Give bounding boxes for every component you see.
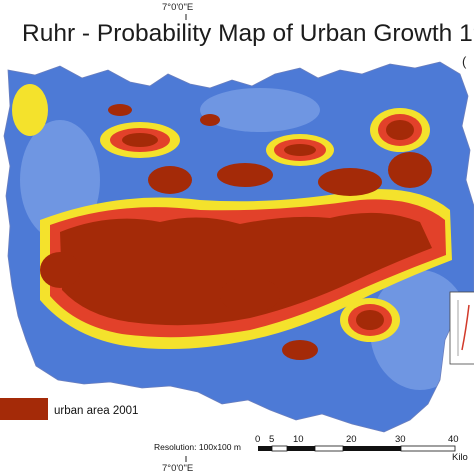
longitude-label-top: 7°0'0"E bbox=[162, 2, 194, 13]
scale-segment bbox=[271, 445, 288, 452]
urban-area-2001 bbox=[122, 133, 158, 147]
scale-tick: 10 bbox=[293, 434, 304, 445]
scale-tick: 20 bbox=[346, 434, 357, 445]
scale-segment bbox=[400, 445, 456, 452]
map-title: Ruhr - Probability Map of Urban Growth 1… bbox=[22, 20, 474, 47]
inset-chart-curve bbox=[461, 304, 470, 351]
longitude-label-bottom: 7°0'0"E bbox=[162, 463, 194, 474]
resolution-label: Resolution: 100x100 m bbox=[154, 442, 241, 452]
urban-area-2001 bbox=[282, 340, 318, 360]
low-probability-patch bbox=[200, 88, 320, 132]
urban-area-2001 bbox=[217, 163, 273, 187]
urban-area-2001 bbox=[356, 310, 384, 330]
scale-tick: 40 bbox=[448, 434, 459, 445]
scale-tick: 30 bbox=[395, 434, 406, 445]
inset-chart-box bbox=[449, 291, 474, 365]
urban-area-2001 bbox=[148, 166, 192, 194]
urban-area-2001 bbox=[386, 120, 414, 140]
probability-layers bbox=[12, 84, 470, 390]
scale-segment bbox=[287, 446, 315, 451]
scale-tick: 5 bbox=[269, 434, 275, 445]
scale-tick: 0 bbox=[255, 434, 261, 445]
scale-unit: Kilo bbox=[452, 452, 468, 463]
scale-bar bbox=[258, 445, 456, 452]
urban-area-2001 bbox=[318, 168, 382, 196]
urban-area-2001 bbox=[200, 114, 220, 126]
urban-area-2001 bbox=[40, 252, 80, 288]
medium-probability-zone bbox=[12, 84, 48, 136]
scale-segment bbox=[258, 446, 272, 451]
urban-area-2001 bbox=[284, 144, 316, 156]
urban-area-2001 bbox=[220, 277, 280, 313]
urban-area-2001 bbox=[388, 152, 432, 188]
legend-label-urban: urban area 2001 bbox=[54, 405, 139, 417]
urban-area-2001 bbox=[60, 212, 432, 326]
legend-swatch-urban bbox=[0, 398, 48, 420]
scale-segment bbox=[314, 445, 344, 452]
scale-segment bbox=[343, 446, 401, 451]
title-overflow-mark: ( bbox=[462, 54, 467, 69]
urban-area-2001 bbox=[108, 104, 132, 116]
